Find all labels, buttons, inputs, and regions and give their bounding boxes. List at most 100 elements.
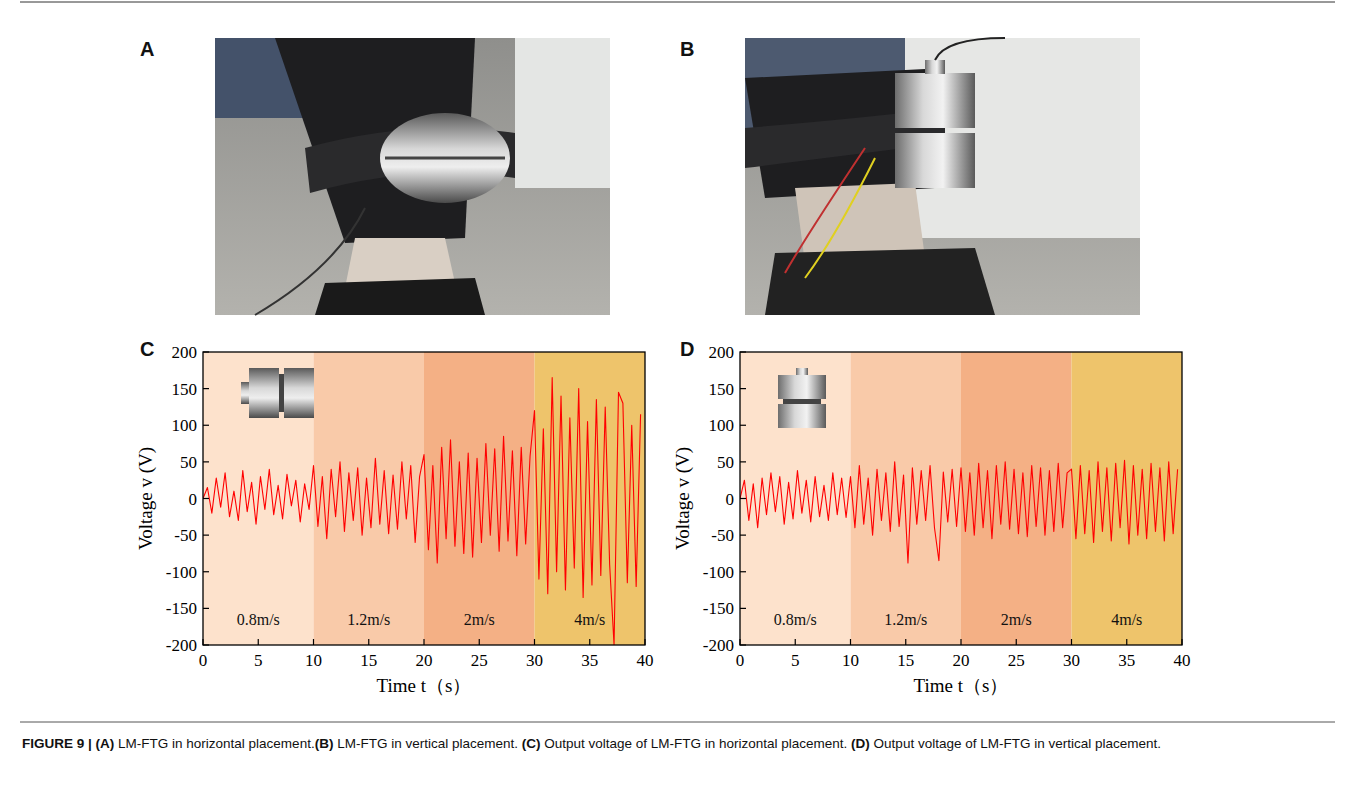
band-label: 2m/s — [1001, 611, 1032, 628]
caption-letter: (D) — [851, 736, 870, 751]
x-axis-title: Time t（s） — [377, 675, 472, 696]
x-tick — [258, 639, 259, 645]
voltage-line — [740, 460, 1178, 563]
x-tick — [313, 639, 314, 645]
x-tick-label: 35 — [1118, 651, 1135, 670]
y-tick-label: 0 — [189, 490, 198, 509]
y-tick — [740, 571, 746, 572]
photo-floor — [215, 38, 610, 315]
photo-device — [380, 113, 510, 203]
x-tick-label: 10 — [305, 651, 322, 670]
caption-label: FIGURE 9 | — [22, 736, 92, 751]
bands — [740, 352, 1182, 645]
x-tick-label: 5 — [254, 651, 263, 670]
y-tick-label: -50 — [174, 526, 197, 545]
y-tick — [740, 535, 746, 536]
photo-wire — [805, 158, 875, 278]
x-tick — [1181, 639, 1182, 645]
x-tick — [1016, 639, 1017, 645]
bands — [203, 352, 645, 645]
y-tick-label: 150 — [709, 380, 735, 399]
x-tick — [1126, 639, 1127, 645]
caption-text: Output voltage of LM-FTG in horizontal p… — [540, 736, 851, 751]
x-tick — [368, 639, 369, 645]
icon-part — [249, 368, 279, 418]
photo-wire — [255, 208, 365, 315]
photo-device — [895, 133, 975, 188]
photo-knob — [925, 60, 945, 74]
x-tick-label: 20 — [953, 651, 970, 670]
x-tick — [795, 639, 796, 645]
caption-letter: (A) — [96, 736, 115, 751]
chart: 0.8m/s1.2m/s2m/s4m/s-200-150-100-5005010… — [135, 338, 654, 696]
icon-groove — [279, 374, 284, 412]
y-tick — [740, 388, 746, 389]
x-tick-label: 35 — [581, 651, 598, 670]
caption-rule — [20, 722, 1335, 723]
photo-shoe — [765, 248, 995, 315]
x-tick-label: 25 — [1008, 651, 1025, 670]
x-tick-label: 25 — [471, 651, 488, 670]
caption: FIGURE 9 | (A) LM-FTG in horizontal plac… — [22, 734, 1322, 753]
caption-text: Output voltage of LM-FTG in vertical pla… — [870, 736, 1161, 751]
band-label: 2m/s — [464, 611, 495, 628]
y-tick-label: 50 — [180, 453, 197, 472]
band-label: 1.2m/s — [884, 611, 927, 628]
x-tick — [534, 639, 535, 645]
panel-letter: A — [140, 38, 154, 60]
photo-shoe — [315, 278, 485, 315]
x-axis-title: Time t（s） — [914, 675, 1009, 696]
y-tick-label: 100 — [709, 416, 735, 435]
panel-letter: B — [680, 38, 694, 60]
x-tick — [905, 639, 906, 645]
marks — [740, 460, 1178, 563]
photo — [215, 38, 610, 315]
x-tick-label: 10 — [842, 651, 859, 670]
x-tick — [1071, 639, 1072, 645]
y-tick-label: 150 — [172, 380, 198, 399]
y-tick — [203, 351, 209, 352]
y-tick-label: 0 — [726, 490, 735, 509]
icon-knob — [796, 368, 808, 375]
y-tick — [740, 498, 746, 499]
x-tick-label: 15 — [897, 651, 914, 670]
icon-knob — [241, 382, 249, 404]
photo-cabinet — [515, 38, 610, 188]
y-tick — [203, 608, 209, 609]
y-tick — [203, 644, 209, 645]
y-tick — [203, 461, 209, 462]
x-tick — [850, 639, 851, 645]
y-tick — [203, 425, 209, 426]
band-label: 4m/s — [574, 611, 605, 628]
x-tick-label: 0 — [199, 651, 208, 670]
y-tick — [740, 425, 746, 426]
x-tick-label: 30 — [1063, 651, 1080, 670]
y-tick — [740, 351, 746, 352]
y-tick-label: -50 — [711, 526, 734, 545]
caption-letter: (B) — [315, 736, 334, 751]
icon-groove — [783, 399, 821, 404]
y-tick-label: -100 — [703, 563, 734, 582]
y-tick-label: -200 — [703, 636, 734, 655]
photo-wire — [785, 148, 865, 273]
band-label: 1.2m/s — [347, 611, 390, 628]
speed-band — [851, 352, 962, 645]
y-tick — [203, 388, 209, 389]
icon-part — [284, 368, 314, 418]
photo-groove — [385, 157, 505, 160]
x-tick — [960, 639, 961, 645]
x-tick-label: 5 — [791, 651, 800, 670]
y-tick — [203, 535, 209, 536]
x-tick-label: 0 — [736, 651, 745, 670]
x-tick — [423, 639, 424, 645]
plot-frame — [203, 352, 645, 645]
y-tick-label: 200 — [172, 343, 198, 362]
y-tick — [740, 608, 746, 609]
chart: 0.8m/s1.2m/s2m/s4m/s-200-150-100-5005010… — [672, 338, 1191, 696]
photo-device — [895, 73, 975, 128]
y-tick — [203, 571, 209, 572]
y-tick-label: 100 — [172, 416, 198, 435]
top-rule — [20, 2, 1335, 3]
caption-text: LM-FTG in vertical placement. — [333, 736, 521, 751]
y-tick-label: -150 — [166, 599, 197, 618]
